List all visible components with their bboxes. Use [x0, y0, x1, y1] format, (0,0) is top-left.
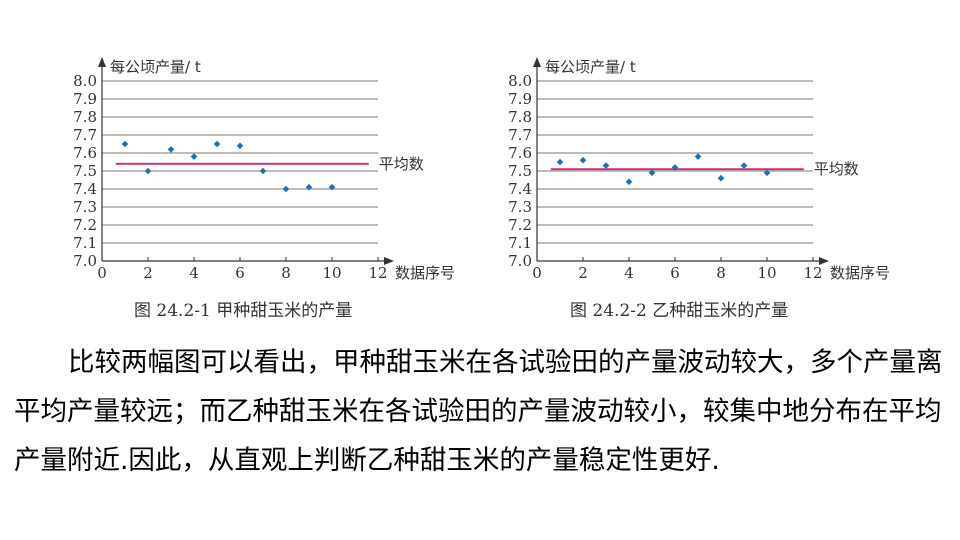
x-axis-arrow: [384, 257, 394, 265]
mean-label: 平均数: [379, 155, 424, 173]
y-tick-label: 7.6: [508, 144, 532, 162]
y-tick-label: 7.3: [508, 198, 532, 216]
x-axis-label: 数据序号: [830, 264, 890, 282]
y-tick-label: 7.1: [508, 234, 532, 252]
y-tick-label: 8.0: [73, 72, 97, 90]
y-tick-label: 7.4: [508, 180, 532, 198]
y-tick-label: 7.0: [73, 252, 97, 270]
data-point: [556, 158, 564, 166]
x-tick-label: 4: [189, 264, 199, 282]
data-point: [625, 178, 633, 186]
x-tick-label: 8: [716, 264, 726, 282]
data-point: [328, 183, 336, 191]
data-point: [190, 153, 198, 160]
y-tick-label: 7.8: [508, 108, 532, 126]
y-axis-arrow: [533, 57, 541, 67]
y-tick-label: 7.5: [73, 162, 97, 180]
x-tick-label: 2: [143, 264, 153, 282]
data-point: [259, 167, 267, 175]
x-tick-label: 8: [281, 264, 291, 282]
data-point: [213, 140, 221, 148]
y-axis-label: 每公顷产量/ t: [110, 58, 201, 76]
y-tick-label: 7.7: [508, 126, 532, 144]
chart-svg: 7.07.17.27.37.47.57.67.77.87.98.0 0 2 4 6 8 10…: [508, 57, 890, 282]
data-point: [694, 153, 702, 160]
x-tick-label: 12: [803, 264, 822, 282]
chart-jia-scatter: 7.0 7.1 7.2 7.3 7.4 7.5 7.6 7.7 7.8 7.9 8.0 0 2 4 6 8 10…: [50, 40, 470, 285]
x-tick-label: 10: [757, 264, 776, 282]
chart-yi-scatter: 7.0 7.1 7.2 7.3 7.4 7.5 7.6 7.7 7.8 7.9 8.0 0 2 4 6 8 10…: [485, 40, 905, 285]
y-tick-label: 7.9: [73, 90, 97, 108]
x-tick-label: 10: [322, 264, 341, 282]
y-tick-label: 7.9: [508, 90, 532, 108]
data-point: [648, 169, 656, 177]
chart-2-caption: 图 24.2-2 乙种甜玉米的产量: [570, 301, 789, 321]
y-tick-label: 7.6: [73, 144, 97, 162]
y-tick-label: 7.5: [508, 162, 532, 180]
data-point: [305, 183, 313, 191]
y-tick-label: 7.7: [73, 126, 97, 144]
x-axis-arrow: [819, 257, 829, 265]
y-tick-label: 8.0: [508, 72, 532, 90]
data-point: [167, 146, 175, 153]
chart-svg: 7.07.17.27.37.47.57.67.77.87.98.0 0 2 4 6 8 10…: [73, 57, 455, 282]
data-point: [740, 162, 748, 169]
y-tick-label: 7.3: [73, 198, 97, 216]
y-axis-arrow: [98, 57, 106, 67]
data-point: [144, 167, 152, 175]
y-tick-label: 7.8: [73, 108, 97, 126]
x-tick-label: 12: [368, 264, 387, 282]
x-tick-label: 4: [624, 264, 634, 282]
chart-1-caption: 图 24.2-1 甲种甜玉米的产量: [134, 301, 353, 321]
y-tick-label: 7.4: [73, 180, 97, 198]
y-tick-label: 7.2: [73, 216, 97, 234]
data-point: [579, 156, 587, 164]
y-tick-label: 7.2: [508, 216, 532, 234]
x-tick-label: 0: [97, 264, 107, 282]
data-point: [282, 185, 290, 193]
data-point: [602, 162, 610, 169]
y-tick-label: 7.1: [73, 234, 97, 252]
x-tick-label: 6: [670, 264, 680, 282]
x-tick-label: 0: [532, 264, 542, 282]
data-point: [121, 140, 129, 148]
y-axis-label: 每公顷产量/ t: [545, 58, 636, 76]
mean-label: 平均数: [814, 160, 859, 178]
x-tick-label: 6: [235, 264, 245, 282]
data-point: [717, 174, 725, 182]
y-tick-label: 7.0: [508, 252, 532, 270]
data-point: [236, 142, 244, 150]
explanation-paragraph: 比较两幅图可以看出，甲种甜玉米在各试验田的产量波动较大，多个产量离平均产量较远；…: [14, 347, 943, 476]
x-axis-label: 数据序号: [395, 264, 455, 282]
x-tick-label: 2: [578, 264, 588, 282]
data-point: [763, 169, 771, 177]
